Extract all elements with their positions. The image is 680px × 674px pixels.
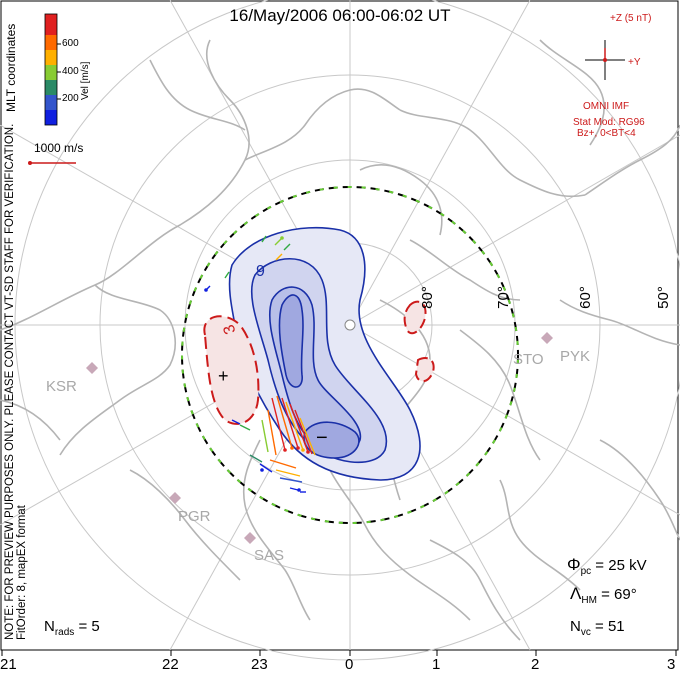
coastlines [0,39,680,641]
preview-note: NOTE: FOR PREVIEW PURPOSES ONLY. PLEASE … [4,123,16,640]
radar-count: Nrads = 5 [44,618,100,638]
latitude-label-80: 80° [418,286,436,309]
mlt-tick-0: 0 [345,656,354,673]
mlt-tick-3: 3 [667,656,676,673]
mlt-tick-2: 2 [531,656,540,673]
vector-dots [204,236,310,492]
magnetic-pole [344,319,356,331]
hm-boundary-latitude: ΛHM = 69° [570,584,637,606]
mlt-tick-1: 1 [432,656,441,673]
positive-cell-dawn-1 [403,300,427,335]
negative-cell-core-upper [278,294,304,388]
colorbar-label: Vel [m/s] [80,61,91,100]
vector-count: Nvc = 51 [570,618,625,638]
station-label-sto: STO [513,351,544,368]
colorbar-tick-400: 400 [62,66,79,77]
fit-order-label: FitOrder: 8, mapEX format [16,505,28,640]
imf-z-label: +Z (5 nT) [610,13,652,24]
mlt-tick-22: 22 [162,656,179,673]
station-label-pyk: PYK [560,348,591,365]
station-markers [86,332,553,544]
mlt-tick-21: 21 [0,656,17,673]
positive-cell-marker: + [218,366,229,386]
reference-vector-label: 1000 m/s [34,141,84,155]
imf-source: OMNI IMF [583,101,630,112]
positive-cell-dawn-2 [414,357,435,383]
imf-y-label: +Y [628,57,641,68]
negative-cell-marker: − [316,427,328,449]
positive-cell [203,315,260,425]
colorbar-tick-600: 600 [62,38,79,49]
cross-polar-cap-potential: Φpc = 25 kV [567,555,647,577]
latitude-label-60: 60° [576,286,594,309]
imf-condition: Bz+, 0<BT<4 [577,128,636,139]
coord-system-label: MLT coordinates [4,23,18,112]
station-label-ksr: KSR [46,378,77,395]
latitude-label-50: 50° [654,286,672,309]
stat-model: Stat Mod: RG96 [573,117,645,128]
hm-boundary-overlay [181,186,519,524]
station-label-pgr: PGR [178,508,211,525]
colorbar-tick-200: 200 [62,93,79,104]
station-label-sas: SAS [254,547,285,564]
velocity-vectors [205,235,316,493]
mlt-ticks [1,650,677,656]
map-title: 16/May/2006 06:00-06:02 UT [229,6,451,25]
contour-label-9: 9 [256,263,265,280]
mlt-tick-23: 23 [251,656,268,673]
latitude-label-70: 70° [494,286,512,309]
velocity-colorbar [44,13,61,126]
